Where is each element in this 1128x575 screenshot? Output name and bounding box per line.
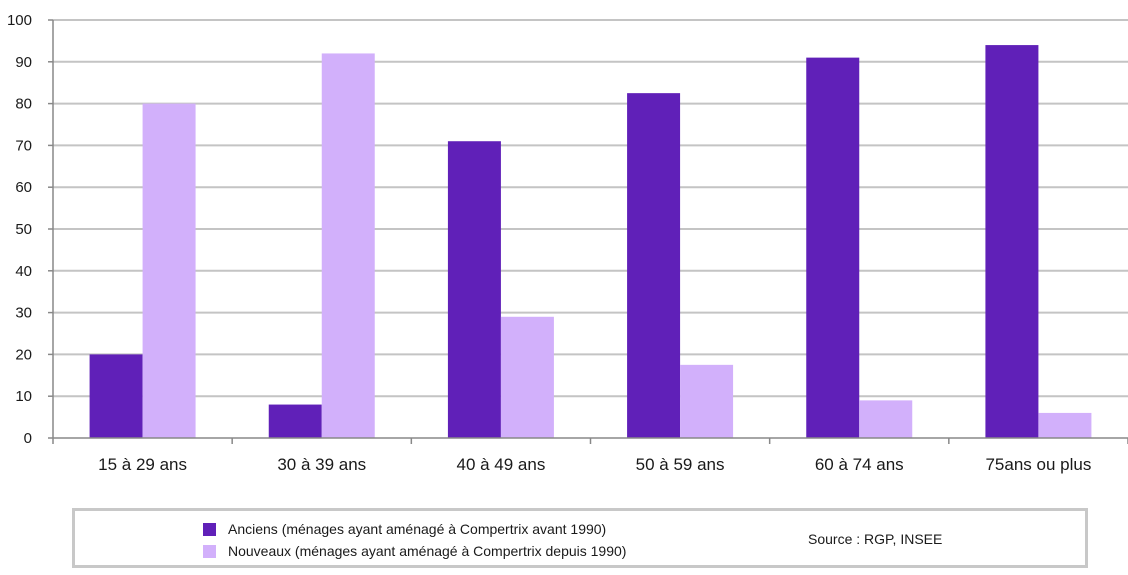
x-category-label: 15 à 29 ans [98, 455, 187, 474]
bar-anciens-2 [447, 141, 501, 438]
bar-anciens-5 [985, 45, 1039, 438]
y-tick-label: 60 [15, 179, 32, 196]
legend-item-nouveaux: Nouveaux (ménages ayant aménagé à Comper… [203, 541, 626, 561]
bar-nouveaux-0 [142, 103, 196, 438]
bar-nouveaux-1 [321, 53, 375, 438]
legend-label-anciens: Anciens (ménages ayant aménagé à Compert… [228, 521, 607, 537]
bars [89, 45, 1092, 439]
bar-nouveaux-5 [1038, 412, 1092, 438]
bar-anciens-3 [627, 93, 681, 439]
y-tick-label: 20 [15, 346, 32, 363]
bar-chart: 0 10 20 30 40 50 60 70 80 90 100 15 à 29 ans 30 à 3… [7, 12, 1128, 474]
y-tick-label: 70 [15, 137, 32, 154]
gridlines [53, 19, 1128, 398]
y-tick-label: 100 [7, 12, 32, 29]
y-axis-ticks: 0 10 20 30 40 50 60 70 80 90 100 [7, 12, 53, 447]
bar-anciens-1 [268, 404, 322, 438]
legend-label-nouveaux: Nouveaux (ménages ayant aménagé à Comper… [228, 543, 627, 559]
x-category-label: 40 à 49 ans [456, 455, 545, 474]
bar-nouveaux-3 [680, 364, 734, 438]
y-tick-label: 10 [15, 388, 32, 405]
bar-nouveaux-4 [859, 400, 913, 438]
legend-swatch-anciens [203, 522, 216, 536]
legend-item-anciens: Anciens (ménages ayant aménagé à Compert… [203, 519, 606, 539]
bar-anciens-0 [89, 354, 143, 438]
legend-swatch-nouveaux [203, 544, 216, 558]
bar-anciens-4 [806, 57, 860, 439]
x-category-label: 75ans ou plus [985, 455, 1091, 474]
y-tick-label: 50 [15, 221, 32, 238]
source-note: Source : RGP, INSEE [808, 531, 943, 547]
legend: Anciens (ménages ayant aménagé à Compert… [72, 508, 1088, 568]
y-tick-label: 30 [15, 305, 32, 322]
x-category-label: 50 à 59 ans [636, 455, 725, 474]
y-tick-label: 40 [15, 263, 32, 280]
x-category-label: 60 à 74 ans [815, 455, 904, 474]
y-tick-label: 80 [15, 96, 32, 113]
bar-nouveaux-2 [500, 316, 554, 438]
x-category-label: 30 à 39 ans [277, 455, 366, 474]
x-axis-ticks: 15 à 29 ans 30 à 39 ans 40 à 49 ans 50 à 59… [52, 438, 1128, 474]
y-tick-label: 90 [15, 54, 32, 71]
y-tick-label: 0 [24, 430, 32, 447]
